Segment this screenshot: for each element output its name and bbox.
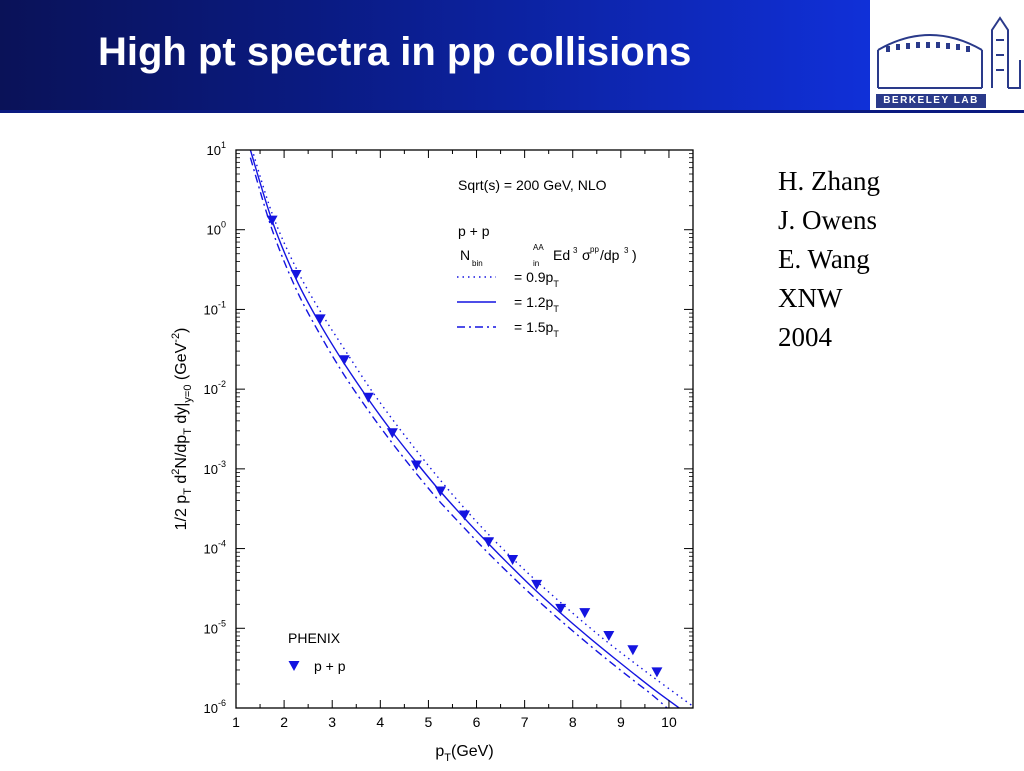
- y-tick-label: 101: [207, 140, 226, 158]
- y-tick-label: 10-6: [204, 698, 226, 716]
- data-point-phenix: [627, 645, 639, 656]
- berkeley-lab-logo-graphic: [877, 16, 1021, 89]
- y-axis-label: 1/2 pT​ d2​N/dpT​ dy|y=0​ (GeV-2​): [170, 328, 194, 531]
- legend-theory-header: p + p: [458, 223, 490, 239]
- data-point-phenix: [314, 314, 326, 325]
- data-point-phenix: [531, 579, 543, 590]
- data-point-phenix: [507, 554, 519, 565]
- x-tick-label: 2: [280, 714, 288, 730]
- x-tick-label: 3: [328, 714, 336, 730]
- x-tick-label: 5: [425, 714, 433, 730]
- author-list: H. Zhang J. Owens E. Wang XNW 2004: [778, 162, 880, 357]
- author-name: E. Wang: [778, 244, 870, 274]
- data-point-phenix: [410, 460, 422, 471]
- data-point-phenix: [434, 486, 446, 497]
- plot-frame: [235, 149, 694, 709]
- x-tick-label: 9: [617, 714, 625, 730]
- y-tick-label: 10-5: [204, 618, 226, 636]
- year: 2004: [778, 322, 832, 352]
- legend-expr-dp: /dp: [600, 247, 620, 263]
- x-tick-label: 7: [521, 714, 529, 730]
- legend-data-item: p + p: [314, 658, 346, 674]
- legend-expr-N: N: [460, 247, 470, 263]
- legend-expr-sub: bin: [472, 259, 483, 268]
- berkeley-lab-logo: [870, 0, 1024, 110]
- legend-data-marker: [288, 661, 300, 671]
- curve-0.9pt-dotted: [251, 150, 693, 707]
- y-tick-label: 10-2: [204, 379, 226, 397]
- curve-1.5pt-dashdot: [249, 157, 669, 708]
- data-point-phenix: [651, 667, 663, 678]
- legend-expr-sup: pp: [590, 245, 599, 254]
- data-point-phenix: [459, 510, 470, 521]
- data-point-phenix: [290, 270, 302, 281]
- slide-title: High pt spectra in pp collisions: [98, 30, 692, 74]
- data-point-phenix: [386, 428, 398, 439]
- legend-expr-ed: Ed: [553, 247, 570, 263]
- y-tick-label: 10-4: [204, 539, 226, 557]
- legend-theory-item: = 1.2pT: [514, 294, 559, 314]
- chart-title: Sqrt(s) = 200 GeV, NLO: [458, 177, 607, 193]
- spectrum-chart: 1 2 3 4 5 6 7 8 9 10 101 100 10-1 10-2 10-3 10-4 10-5 10-…: [160, 130, 720, 771]
- data-point-phenix: [483, 537, 495, 548]
- legend-theory-item: = 0.9pT: [514, 269, 559, 289]
- legend-expr-sub: in: [533, 259, 539, 268]
- x-axis-label: pT(GeV): [435, 743, 493, 764]
- legend-data-header: PHENIX: [288, 630, 341, 646]
- title-bar-underline: [0, 110, 1024, 113]
- legend-expr-sup: 3: [573, 246, 578, 255]
- y-tick-label: 10-3: [204, 459, 226, 477]
- x-tick-label: 4: [376, 714, 384, 730]
- spectrum-plot-svg: 1 2 3 4 5 6 7 8 9 10 101 100 10-1 10-2 10-3 10-4 10-5 10-…: [170, 140, 694, 764]
- y-tick-label: 10-1: [204, 299, 226, 317]
- author-name: J. Owens: [778, 205, 877, 235]
- data-point-phenix: [603, 631, 615, 642]
- data-point-phenix: [555, 603, 567, 614]
- legend-expr-sup: 3: [624, 246, 629, 255]
- x-tick-label: 6: [473, 714, 481, 730]
- x-tick-label: 10: [661, 714, 677, 730]
- author-name: H. Zhang: [778, 166, 880, 196]
- data-point-phenix: [579, 608, 591, 619]
- title-bar: [0, 0, 870, 110]
- y-tick-label: 100: [207, 220, 226, 238]
- x-tick-label: 1: [232, 714, 240, 730]
- x-tick-label: 8: [569, 714, 577, 730]
- data-point-phenix: [266, 215, 278, 226]
- legend-expr-paren: ): [632, 247, 637, 263]
- legend-expr-sigma: σ: [582, 247, 591, 263]
- legend-theory-item: = 1.5pT: [514, 319, 559, 339]
- legend-expr-sup: AA: [533, 243, 544, 252]
- data-point-phenix: [362, 392, 374, 403]
- data-point-phenix: [338, 355, 350, 366]
- author-name: XNW: [778, 283, 843, 313]
- logo-text: BERKELEY LAB: [876, 94, 986, 108]
